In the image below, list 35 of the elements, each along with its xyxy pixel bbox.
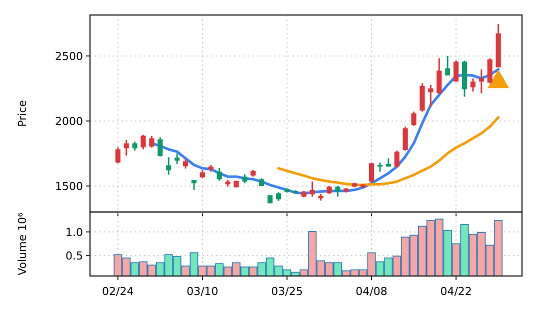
- candlestick: [368, 162, 374, 184]
- x-tick-label: 03/25: [271, 285, 303, 298]
- candlestick: [174, 152, 180, 165]
- candlestick: [454, 60, 459, 82]
- candlestick: [158, 136, 163, 158]
- y-tick-label: 2000: [55, 114, 83, 128]
- line-series: [277, 116, 500, 186]
- candlestick: [335, 185, 340, 198]
- candlestick: [436, 58, 442, 95]
- candlestick: [445, 55, 450, 76]
- y-axis-title: Volume 10⁶: [16, 212, 29, 276]
- candlestick: [470, 78, 476, 92]
- y-tick-label: 1500: [55, 180, 83, 193]
- candlestick: [411, 110, 416, 127]
- y-tick-label: 0.5: [66, 249, 83, 262]
- candlestick: [182, 158, 188, 170]
- candlestick: [124, 139, 129, 156]
- candlestick: [394, 150, 400, 168]
- candlestick: [115, 146, 120, 164]
- candlestick: [216, 167, 222, 182]
- candlestick: [402, 126, 408, 152]
- candlestick: [487, 58, 492, 84]
- y-tick-label: 2500: [55, 50, 83, 63]
- x-tick-label: 03/10: [186, 285, 218, 298]
- candlestick: [140, 134, 146, 150]
- candlestick: [310, 180, 315, 198]
- y-axis-title: Price: [16, 100, 29, 127]
- y-tick-label: 1.0: [66, 226, 83, 239]
- candlestick: [478, 68, 484, 94]
- x-tick-label: 04/08: [356, 285, 388, 298]
- candlestick: [166, 156, 172, 176]
- candlestick: [149, 135, 154, 148]
- x-tick-label: 04/22: [440, 285, 472, 298]
- x-tick-label: 02/24: [102, 285, 134, 298]
- candlestick: [191, 179, 197, 191]
